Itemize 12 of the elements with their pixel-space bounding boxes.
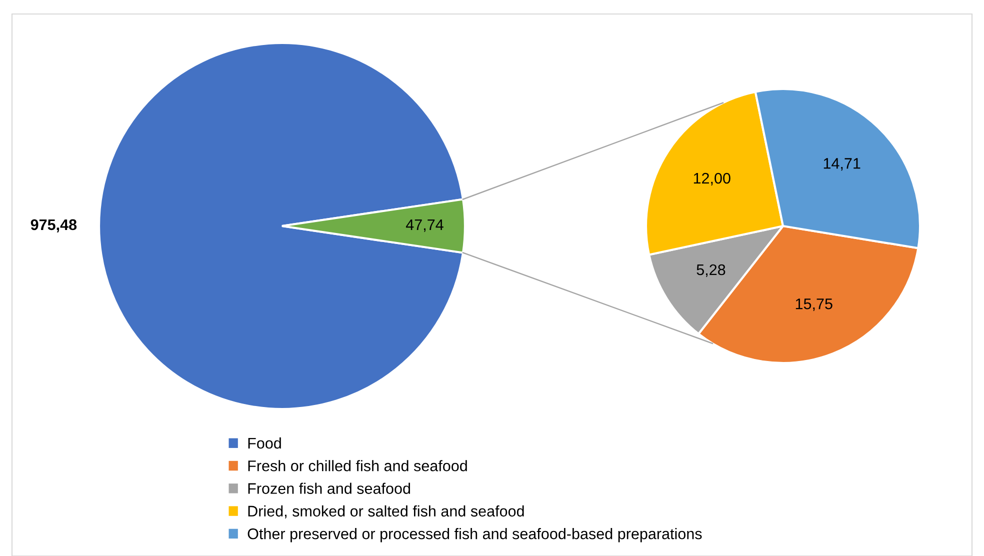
legend-label: Food	[248, 437, 281, 449]
legend-label: Other preserved or processed fish and seafood-based preparations	[248, 528, 702, 542]
data-label: 975,48	[30, 219, 77, 232]
legend-label: Frozen fish and seafood	[248, 482, 410, 494]
data-label: 14,71	[824, 158, 860, 171]
pie-slice	[98, 42, 464, 410]
legend-label: Dried, smoked or salted fish and seafood	[248, 505, 524, 518]
data-label: 12,00	[694, 172, 730, 186]
legend-label: Fresh or chilled fish and seafood	[248, 460, 467, 472]
data-label: 47,74	[406, 219, 444, 232]
data-label: 15,75	[796, 298, 832, 312]
data-label: 5,28	[696, 264, 726, 277]
